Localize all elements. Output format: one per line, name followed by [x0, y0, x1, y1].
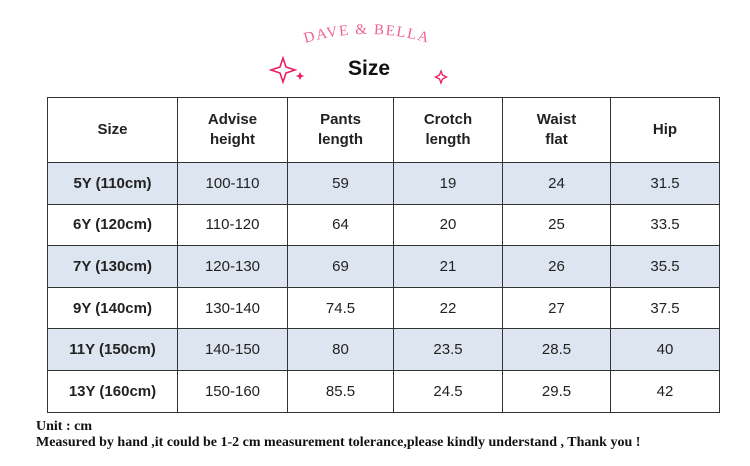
- value-cell: 150-160: [177, 369, 288, 413]
- brand-text: DAVE & BELLA: [302, 22, 430, 47]
- header-cell: Waist flat: [502, 97, 611, 163]
- value-cell: 85.5: [287, 369, 394, 413]
- value-cell: 42: [610, 369, 720, 413]
- value-cell: 27: [502, 286, 611, 330]
- star: [295, 72, 305, 80]
- data-row: 9Y (140cm) 130-140 74.5 22 27 37.5: [47, 286, 720, 330]
- tolerance-note: Measured by hand ,it could be 1-2 cm mea…: [36, 435, 641, 450]
- data-row: 11Y (150cm) 140-150 80 23.5 28.5 40: [47, 328, 720, 371]
- header-line: height: [210, 131, 255, 148]
- value-cell: 28.5: [502, 328, 611, 371]
- header-line: Size: [97, 121, 128, 138]
- data-row: 6Y (120cm) 110-120 64 20 25 33.5: [47, 203, 720, 247]
- value-cell: 64: [287, 203, 394, 247]
- header-cell: Hip: [610, 97, 720, 163]
- title: Size: [348, 57, 390, 80]
- value-cell: 22: [393, 286, 503, 330]
- value-cell: 140-150: [177, 328, 288, 371]
- value-cell: 33.5: [610, 203, 720, 247]
- size-cell: 13Y (160cm): [47, 369, 178, 413]
- value-cell: 19: [393, 162, 503, 205]
- size-table: Size Advise height Pants length Crotch length W…: [47, 97, 720, 413]
- header-cell: Crotch length: [393, 97, 503, 163]
- data-row: 13Y (160cm) 150-160 85.5 24.5 29.5 42: [47, 369, 720, 413]
- value-cell: 29.5: [502, 369, 611, 413]
- header-cell: Advise height: [177, 97, 288, 163]
- value-cell: 24.5: [393, 369, 503, 413]
- value-cell: 40: [610, 328, 720, 371]
- header-cell: Pants length: [287, 97, 394, 163]
- header-line: flat: [545, 131, 568, 148]
- value-cell: 25: [502, 203, 611, 247]
- size-cell: 9Y (140cm): [47, 286, 178, 330]
- value-cell: 23.5: [393, 328, 503, 371]
- star: [434, 69, 448, 85]
- header-line: Advise: [207, 111, 258, 128]
- value-cell: 74.5: [287, 286, 394, 330]
- brand: DAVE & BELLA: [302, 22, 432, 47]
- header-cell: Size: [47, 97, 178, 163]
- value-cell: 26: [502, 245, 611, 288]
- header-row: Size Advise height Pants length Crotch length W…: [47, 97, 720, 163]
- value-cell: 37.5: [610, 286, 720, 330]
- value-cell: 59: [287, 162, 394, 205]
- size-cell: 6Y (120cm): [47, 203, 178, 247]
- size-cell: 5Y (110cm): [47, 162, 178, 205]
- header-line: Hip: [652, 121, 678, 138]
- header-line: Crotch: [423, 111, 473, 128]
- value-cell: 20: [393, 203, 503, 247]
- header: DAVE & BELLA Size: [268, 22, 448, 85]
- value-cell: 35.5: [610, 245, 720, 288]
- value-cell: 24: [502, 162, 611, 205]
- size-cell: 11Y (150cm): [47, 328, 178, 371]
- value-cell: 110-120: [177, 203, 288, 247]
- unit-note: Unit : cm: [36, 419, 92, 434]
- value-cell: 130-140: [177, 286, 288, 330]
- header-line: length: [425, 131, 471, 148]
- value-cell: 100-110: [177, 162, 288, 205]
- header-line: length: [318, 131, 363, 148]
- data-row: 5Y (110cm) 100-110 59 19 24 31.5: [47, 162, 720, 205]
- data-row: 7Y (130cm) 120-130 69 21 26 35.5: [47, 245, 720, 288]
- value-cell: 69: [287, 245, 394, 288]
- star: [268, 55, 298, 85]
- value-cell: 31.5: [610, 162, 720, 205]
- value-cell: 21: [393, 245, 503, 288]
- header-line: Waist: [536, 111, 577, 128]
- value-cell: 120-130: [177, 245, 288, 288]
- value-cell: 80: [287, 328, 394, 371]
- header-line: Pants: [320, 111, 361, 128]
- size-cell: 7Y (130cm): [47, 245, 178, 288]
